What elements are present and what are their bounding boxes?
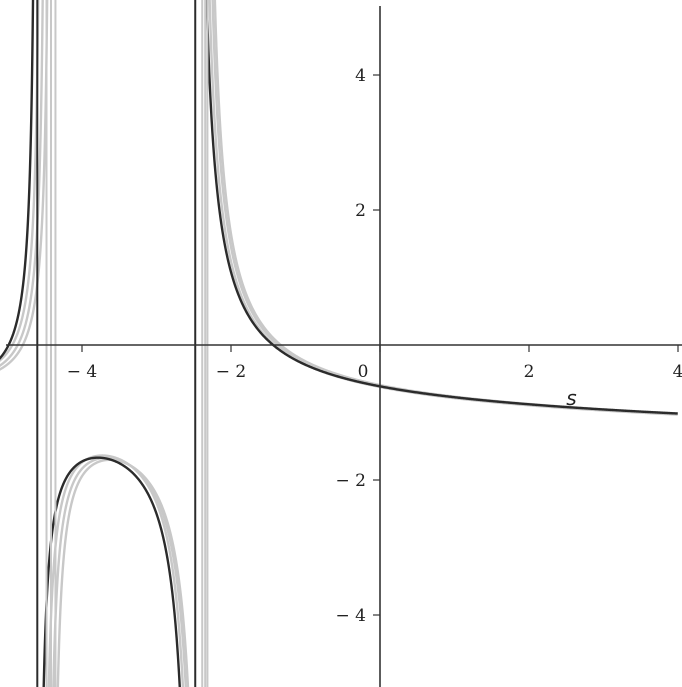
x-tick-label: − 2 <box>216 362 246 382</box>
x-tick-label: 4 <box>673 362 682 382</box>
y-tick-label: − 2 <box>336 471 366 491</box>
axes-group <box>6 6 682 687</box>
y-tick-label: − 4 <box>336 606 366 626</box>
comparison-curve-branch-2 <box>52 456 188 687</box>
y-tick-label: 4 <box>355 66 366 86</box>
comparison-curve-branch-3 <box>208 0 679 416</box>
x-tick-label: − 4 <box>67 362 97 382</box>
comparison-curve-branch-1 <box>0 0 40 362</box>
x-tick-label: 2 <box>524 362 535 382</box>
comparison-curve-branch-1 <box>0 0 49 371</box>
comparison-curve-branch-2 <box>56 458 190 687</box>
y-tick-label: 2 <box>355 201 366 221</box>
asymptotes-group <box>36 0 209 687</box>
main-curve-branch-1 <box>0 0 35 360</box>
main-curve-branch-3 <box>205 0 679 415</box>
x-axis-label: s <box>566 386 576 410</box>
comparison-curve-branch-2 <box>47 454 185 687</box>
main-curve-branch-2 <box>42 456 181 687</box>
comparison-curve-branch-1 <box>0 0 44 367</box>
x-tick-label: 0 <box>358 362 369 382</box>
ticks-group: − 4 − 2 0 2 4 − 4 − 2 2 4 <box>67 66 682 626</box>
